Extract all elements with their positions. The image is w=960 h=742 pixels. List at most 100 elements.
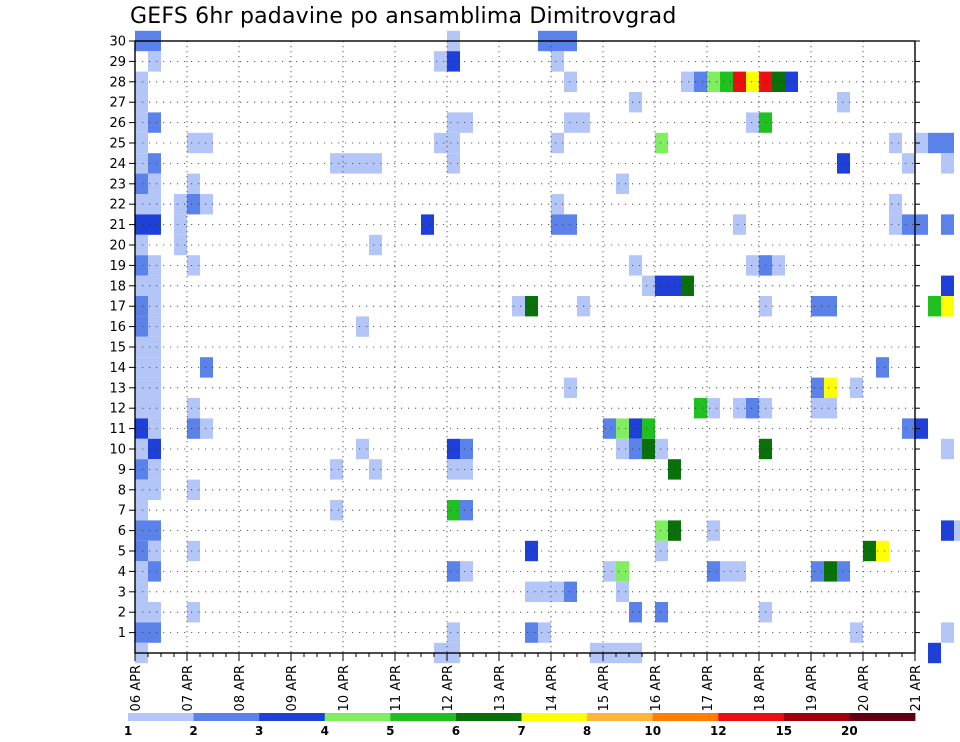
heatmap-cell — [187, 194, 200, 215]
heatmap-cell — [811, 561, 824, 582]
heatmap-cell — [135, 398, 148, 419]
heatmap-cell — [369, 234, 382, 256]
y-tick-label: 7 — [118, 504, 126, 519]
heatmap-cell — [135, 581, 148, 602]
heatmap-cell — [746, 112, 759, 133]
y-tick-label: 6 — [118, 524, 126, 539]
colorbar-label: 7 — [517, 724, 525, 738]
heatmap-cell — [603, 418, 616, 439]
heatmap-cell — [707, 71, 720, 92]
heatmap-cell — [733, 71, 746, 92]
heatmap-cell — [460, 459, 473, 480]
heatmap-cell — [655, 132, 668, 154]
heatmap-cell — [655, 602, 668, 623]
colorbar-swatch — [783, 713, 850, 721]
heatmap-cell — [447, 51, 460, 72]
heatmap-cell — [707, 561, 720, 582]
heatmap-cell — [135, 520, 148, 541]
y-tick-label: 23 — [109, 177, 126, 192]
y-tick-label: 26 — [109, 116, 126, 131]
heatmap-cell — [135, 357, 148, 378]
heatmap-cell — [551, 51, 564, 72]
heatmap-cell — [941, 275, 954, 296]
x-tick-label: 20 APR — [857, 665, 872, 711]
heatmap-cell — [941, 438, 954, 460]
heatmap-cell — [928, 642, 941, 664]
heatmap-cell — [902, 153, 915, 174]
y-tick-label: 28 — [109, 75, 126, 90]
heatmap-cell — [525, 296, 538, 317]
colorbar-label: 8 — [583, 724, 591, 738]
heatmap-cell — [941, 214, 954, 235]
heatmap-cell — [681, 275, 694, 296]
heatmap-cell — [824, 561, 837, 582]
heatmap-cell — [889, 194, 902, 215]
heatmap-cell — [135, 459, 148, 480]
heatmap-cell — [135, 275, 148, 296]
heatmap-cell — [460, 561, 473, 582]
heatmap-cell — [434, 132, 447, 154]
heatmap-cell — [200, 194, 213, 215]
heatmap-cell — [135, 602, 148, 623]
heatmap-cell — [837, 561, 850, 582]
heatmap-cell — [187, 173, 200, 194]
heatmap-cell — [148, 51, 161, 72]
heatmap-cell — [733, 561, 746, 582]
heatmap-cell — [525, 581, 538, 602]
x-tick-label: 11 APR — [389, 665, 404, 711]
colorbar-label: 20 — [841, 724, 858, 738]
colorbar-swatch — [128, 713, 194, 721]
heatmap-cell — [694, 71, 707, 92]
heatmap-cell — [720, 561, 733, 582]
heatmap-cell — [148, 540, 161, 562]
heatmap-cell — [148, 214, 161, 235]
heatmap-cell — [135, 540, 148, 562]
heatmap-cell — [564, 377, 577, 398]
heatmap-cell — [655, 438, 668, 460]
colorbar-swatch — [193, 713, 260, 721]
x-tick-label: 16 APR — [649, 665, 664, 711]
x-tick-label: 07 APR — [181, 665, 196, 711]
heatmap-cell — [460, 438, 473, 460]
heatmap-cell — [330, 459, 343, 480]
y-tick-label: 11 — [109, 422, 126, 437]
heatmap-cell — [811, 377, 824, 398]
colorbar-label: 12 — [710, 724, 727, 738]
heatmap-cell — [187, 418, 200, 439]
y-axis: 1234567891011121314151617181920212223242… — [109, 35, 920, 641]
heatmap-cell — [616, 561, 629, 582]
heatmap-cell — [148, 316, 161, 337]
heatmap-cell — [720, 71, 733, 92]
heatmap-cell — [447, 153, 460, 174]
heatmap-cell — [564, 71, 577, 92]
grid-lines — [135, 40, 915, 653]
heatmap-cell — [616, 438, 629, 460]
heatmap-cell — [148, 438, 161, 460]
heatmap-cell — [135, 438, 148, 460]
heatmap-cell — [135, 153, 148, 174]
heatmap-cell — [148, 255, 161, 276]
heatmap-cell — [616, 418, 629, 439]
heatmap-cell — [369, 153, 382, 174]
heatmap-cell — [148, 377, 161, 398]
heatmap-cell — [148, 479, 161, 500]
heatmap-cell — [876, 540, 889, 562]
heatmap-cell — [837, 153, 850, 174]
x-tick-label: 09 APR — [285, 665, 300, 711]
heatmap-cell — [356, 153, 369, 174]
x-tick-label: 15 APR — [597, 665, 612, 711]
y-tick-label: 14 — [109, 361, 126, 376]
heatmap-cell — [187, 602, 200, 623]
heatmap-cell — [642, 418, 655, 439]
heatmap-cell — [889, 132, 902, 154]
heatmap-cell — [889, 214, 902, 235]
colorbar-label: 10 — [644, 724, 661, 738]
heatmap-cell — [941, 622, 954, 643]
heatmap-cell — [460, 500, 473, 521]
heatmap-cell — [148, 296, 161, 317]
y-tick-label: 16 — [109, 320, 126, 335]
heatmap-cell — [148, 194, 161, 215]
heatmap-cell — [135, 234, 148, 256]
heatmap-cell — [642, 275, 655, 296]
colorbar-swatch — [521, 713, 588, 721]
